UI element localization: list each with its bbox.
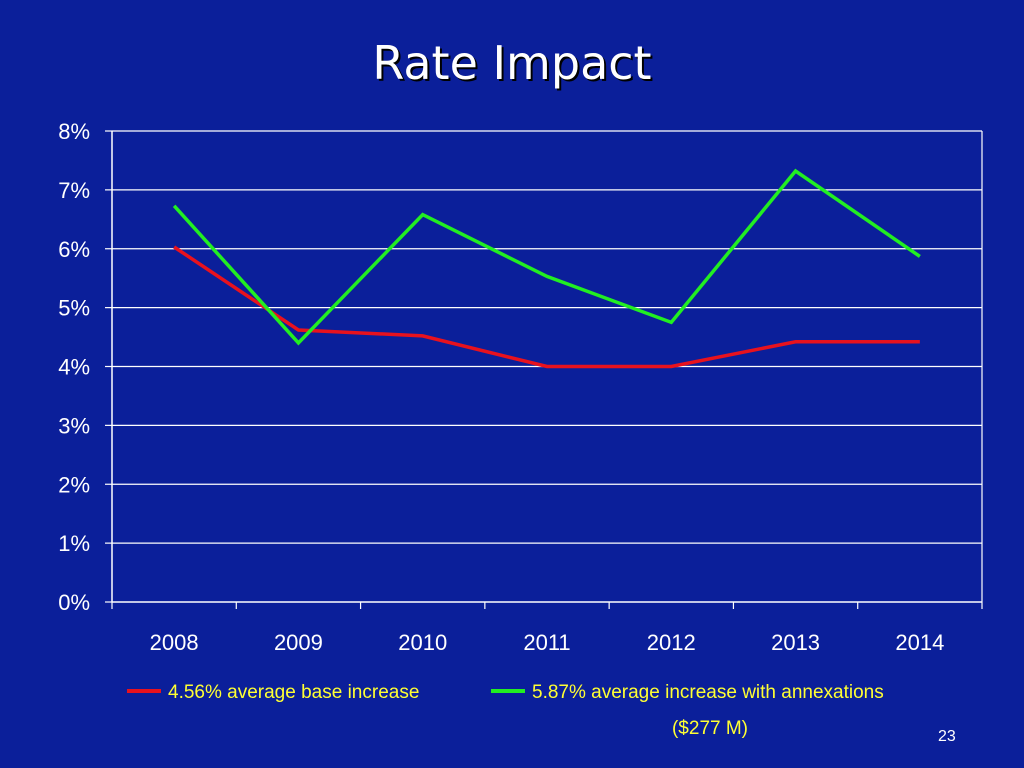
y-tick-label: 5% (58, 296, 90, 321)
gridlines (112, 130, 982, 544)
x-tick-label: 2012 (647, 630, 696, 655)
x-tick-label: 2009 (274, 630, 323, 655)
legend-label-1: 4.56% average base increase (168, 682, 419, 703)
slide-title: Rate Impact (372, 36, 652, 90)
series-line-1 (173, 245, 920, 369)
y-tick-label: 0% (58, 590, 90, 615)
y-tick-label: 1% (58, 531, 90, 556)
tick-labels: 0% 1% 2% 3% 4% 5% 6% 7% 8% 2008 2009 2010 2011 2012 20… (58, 119, 944, 655)
x-tick-label: 2010 (398, 630, 447, 655)
x-tick-label: 2011 (523, 630, 570, 655)
x-tick-label: 2014 (895, 630, 944, 655)
y-tick-label: 2% (58, 472, 90, 497)
x-tick-label: 2008 (150, 630, 199, 655)
page-number: 23 (938, 728, 956, 745)
y-tick-label: 4% (58, 355, 90, 380)
y-tick-label: 7% (58, 178, 90, 203)
y-tick-label: 8% (58, 119, 90, 144)
axes (105, 130, 983, 609)
legend: 4.56% average base increase 5.87% average… (127, 682, 884, 739)
y-tick-label: 6% (58, 237, 90, 262)
legend-label-2: 5.87% average increase with annexations (532, 682, 884, 703)
y-tick-label: 3% (58, 413, 90, 438)
series-lines (172, 168, 921, 369)
series-line-2 (172, 168, 921, 346)
legend-label-2-continued: ($277 M) (672, 718, 748, 739)
x-tick-label: 2013 (771, 630, 820, 655)
